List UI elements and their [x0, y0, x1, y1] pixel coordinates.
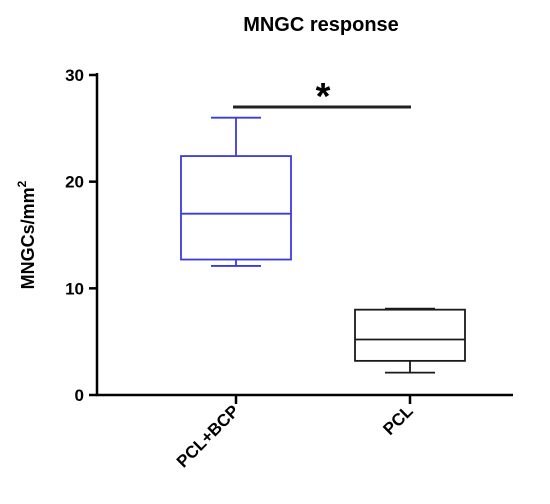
significance-asterisk: *: [316, 76, 331, 118]
y-tick-label: 0: [75, 386, 84, 405]
box-pcl: [354, 307, 466, 374]
chart-title: MNGC response: [243, 14, 399, 36]
y-axis-label-superscript: 2: [15, 180, 29, 187]
x-tick-label: PCL+BCP: [173, 401, 243, 471]
y-tick-label: 30: [65, 66, 84, 85]
svg-text:MNGCs/mm2: MNGCs/mm2: [15, 180, 38, 289]
y-tick-label: 20: [65, 173, 84, 192]
box-iqr: [180, 155, 292, 261]
x-tick-label: PCL: [379, 401, 416, 438]
box-pcl-bcp: [180, 116, 292, 267]
y-tick-label: 10: [65, 279, 84, 298]
box-iqr: [354, 308, 466, 362]
y-axis-label-text: MNGCs/mm: [18, 187, 38, 289]
y-axis-label: MNGCs/mm2: [15, 180, 38, 289]
